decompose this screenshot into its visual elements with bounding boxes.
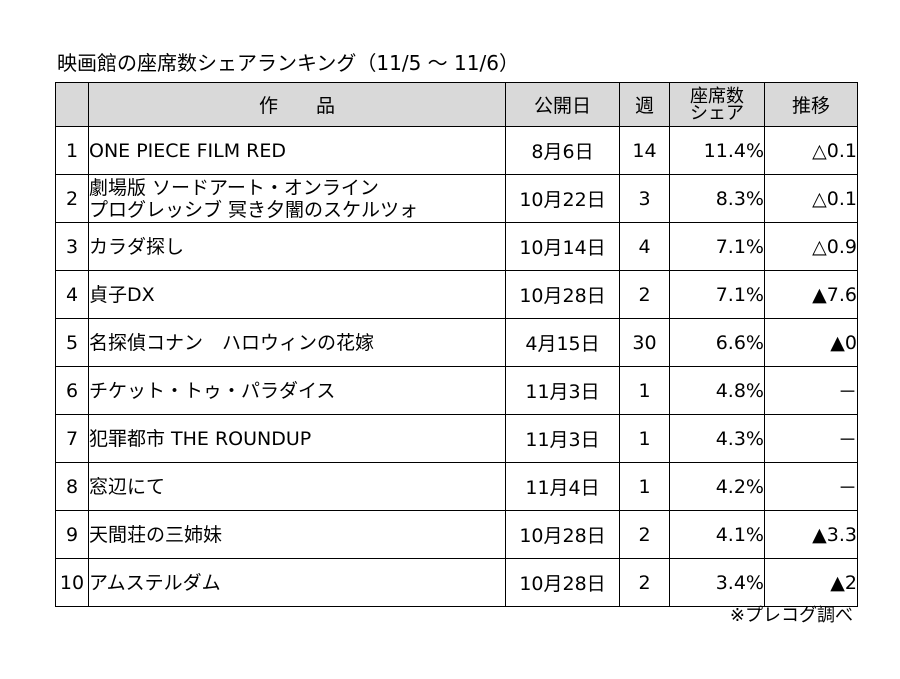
title-cell: 犯罪都市 THE ROUNDUP: [88, 414, 506, 463]
header-weeks: 週: [619, 82, 670, 127]
weeks-cell: 3: [619, 174, 670, 223]
header-rank: [55, 82, 89, 127]
title-line: 名探偵コナン ハロウィンの花嫁: [89, 331, 375, 354]
release-date-cell: 8月6日: [505, 126, 620, 175]
title-cell: 天間荘の三姉妹: [88, 510, 506, 559]
seat-share-cell: 7.1%: [669, 270, 765, 319]
table-row: 10 アムステルダム 10月28日 2 3.4% ▲2: [55, 558, 858, 607]
table-row: 7 犯罪都市 THE ROUNDUP 11月3日 1 4.3% －: [55, 414, 858, 463]
release-date-cell: 10月22日: [505, 174, 620, 223]
release-date-cell: 10月28日: [505, 510, 620, 559]
title-line: カラダ探し: [89, 235, 185, 258]
rank-cell: 7: [55, 414, 89, 463]
seat-share-cell: 6.6%: [669, 318, 765, 367]
rank-cell: 3: [55, 222, 89, 271]
header-seat-share-line1: 座席数: [690, 85, 744, 107]
table-row: 1 ONE PIECE FILM RED 8月6日 14 11.4% △0.1: [55, 126, 858, 175]
title-line: チケット・トゥ・パラダイス: [89, 379, 336, 402]
release-date-cell: 10月28日: [505, 558, 620, 607]
source-note: ※プレコグ調べ: [729, 605, 853, 626]
weeks-cell: 2: [619, 270, 670, 319]
weeks-cell: 1: [619, 462, 670, 511]
rank-cell: 8: [55, 462, 89, 511]
rank-cell: 10: [55, 558, 89, 607]
title-cell: チケット・トゥ・パラダイス: [88, 366, 506, 415]
title-cell: 劇場版 ソードアート・オンライン プログレッシブ 冥き夕闇のスケルツォ: [88, 174, 506, 223]
trend-cell: －: [764, 414, 858, 463]
seat-share-cell: 7.1%: [669, 222, 765, 271]
title-cell: 窓辺にて: [88, 462, 506, 511]
header-title: 作 品: [88, 82, 506, 127]
seat-share-cell: 4.3%: [669, 414, 765, 463]
table-row: 2 劇場版 ソードアート・オンライン プログレッシブ 冥き夕闇のスケルツォ 10月22…: [55, 174, 858, 223]
table-row: 4 貞子DX 10月28日 2 7.1% ▲7.6: [55, 270, 858, 319]
release-date-cell: 10月14日: [505, 222, 620, 271]
release-date-cell: 11月3日: [505, 414, 620, 463]
title-cell: 貞子DX: [88, 270, 506, 319]
title-line: 劇場版 ソードアート・オンライン: [89, 176, 379, 199]
trend-cell: －: [764, 462, 858, 511]
title-line: 犯罪都市 THE ROUNDUP: [89, 427, 312, 450]
weeks-cell: 30: [619, 318, 670, 367]
table-row: 6 チケット・トゥ・パラダイス 11月3日 1 4.8% －: [55, 366, 858, 415]
weeks-cell: 1: [619, 414, 670, 463]
title-line: 窓辺にて: [89, 475, 166, 498]
table-row: 5 名探偵コナン ハロウィンの花嫁 4月15日 30 6.6% ▲0: [55, 318, 858, 367]
trend-cell: －: [764, 366, 858, 415]
rank-cell: 4: [55, 270, 89, 319]
table-row: 3 カラダ探し 10月14日 4 7.1% △0.9: [55, 222, 858, 271]
release-date-cell: 4月15日: [505, 318, 620, 367]
ranking-table: 作 品 公開日 週 座席数 シェア 推移 1 ONE PIECE FILM RED…: [55, 82, 858, 607]
title-line: プログレッシブ 冥き夕闇のスケルツォ: [89, 198, 419, 221]
weeks-cell: 14: [619, 126, 670, 175]
seat-share-cell: 3.4%: [669, 558, 765, 607]
header-release-date: 公開日: [505, 82, 620, 127]
weeks-cell: 2: [619, 558, 670, 607]
weeks-cell: 2: [619, 510, 670, 559]
trend-cell: △0.1: [764, 174, 858, 223]
header-seat-share: 座席数 シェア: [669, 82, 765, 127]
trend-cell: △0.9: [764, 222, 858, 271]
rank-cell: 2: [55, 174, 89, 223]
rank-cell: 5: [55, 318, 89, 367]
title-cell: カラダ探し: [88, 222, 506, 271]
header-row: 作 品 公開日 週 座席数 シェア 推移: [55, 82, 858, 127]
title-line: 貞子DX: [89, 283, 155, 306]
weeks-cell: 1: [619, 366, 670, 415]
release-date-cell: 11月4日: [505, 462, 620, 511]
trend-cell: ▲0: [764, 318, 858, 367]
weeks-cell: 4: [619, 222, 670, 271]
rank-cell: 1: [55, 126, 89, 175]
header-trend: 推移: [764, 82, 858, 127]
seat-share-cell: 11.4%: [669, 126, 765, 175]
title-cell: ONE PIECE FILM RED: [88, 126, 506, 175]
trend-cell: ▲2: [764, 558, 858, 607]
trend-cell: ▲3.3: [764, 510, 858, 559]
table-row: 8 窓辺にて 11月4日 1 4.2% －: [55, 462, 858, 511]
rank-cell: 9: [55, 510, 89, 559]
release-date-cell: 10月28日: [505, 270, 620, 319]
trend-cell: ▲7.6: [764, 270, 858, 319]
title-line: アムステルダム: [89, 571, 221, 594]
title-cell: アムステルダム: [88, 558, 506, 607]
title-cell: 名探偵コナン ハロウィンの花嫁: [88, 318, 506, 367]
seat-share-cell: 4.8%: [669, 366, 765, 415]
title-line: ONE PIECE FILM RED: [89, 139, 286, 162]
release-date-cell: 11月3日: [505, 366, 620, 415]
header-seat-share-line2: シェア: [690, 102, 744, 124]
seat-share-cell: 4.2%: [669, 462, 765, 511]
seat-share-cell: 4.1%: [669, 510, 765, 559]
rank-cell: 6: [55, 366, 89, 415]
table-row: 9 天間荘の三姉妹 10月28日 2 4.1% ▲3.3: [55, 510, 858, 559]
table-title: 映画館の座席数シェアランキング（11/5 ～ 11/6）: [57, 51, 519, 75]
trend-cell: △0.1: [764, 126, 858, 175]
seat-share-cell: 8.3%: [669, 174, 765, 223]
title-line: 天間荘の三姉妹: [89, 523, 223, 546]
